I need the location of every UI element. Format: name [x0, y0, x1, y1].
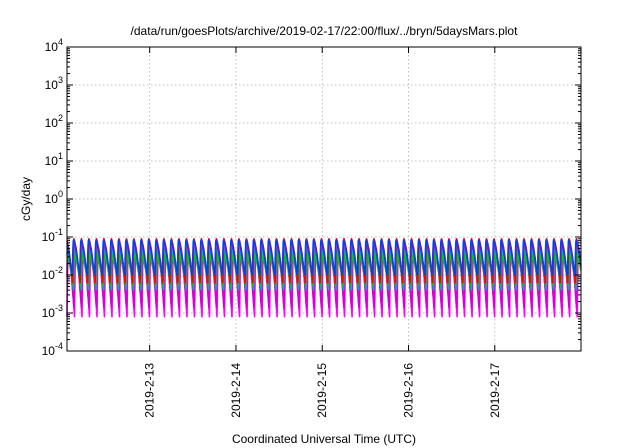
- y-tick-label: 10-4: [42, 341, 63, 358]
- x-tick-label: 2019-2-17: [488, 363, 502, 418]
- series-group: [66, 238, 582, 318]
- y-tick-label: 10-1: [42, 227, 63, 244]
- y-tick-label: 103: [45, 75, 63, 92]
- y-tick-label: 10-2: [42, 265, 63, 282]
- series-line: [66, 239, 582, 276]
- x-tick-label: 2019-2-16: [402, 363, 416, 418]
- y-axis-label: cGy/day: [19, 177, 33, 221]
- y-tick-label: 100: [45, 189, 63, 206]
- x-axis: 2019-2-13 2019-2-14 2019-2-15 2019-2-16 2019…: [143, 47, 502, 418]
- x-axis-label: Coordinated Universal Time (UTC): [232, 432, 416, 446]
- series-line: [66, 253, 582, 286]
- x-tick-label: 2019-2-14: [229, 363, 243, 418]
- y-tick-label: 101: [45, 151, 63, 168]
- x-tick-label: 2019-2-15: [315, 363, 329, 418]
- y-tick-label: 104: [45, 37, 63, 54]
- x-tick-label: 2019-2-13: [143, 363, 157, 418]
- grid: [67, 47, 581, 351]
- chart-title: /data/run/goesPlots/archive/2019-02-17/2…: [131, 24, 519, 38]
- y-tick-label: 102: [45, 113, 63, 130]
- y-tick-label: 10-3: [42, 303, 63, 320]
